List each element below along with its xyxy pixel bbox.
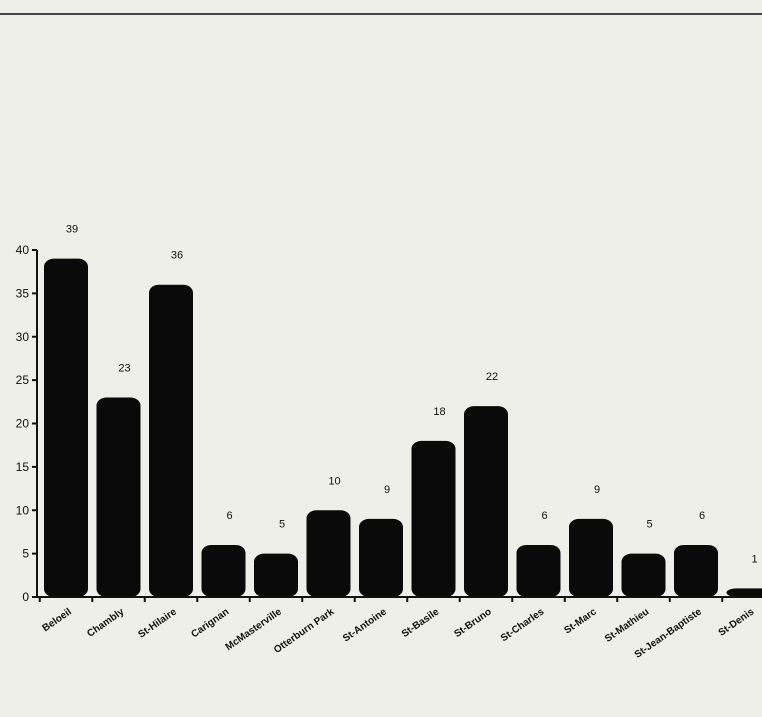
y-tick-label: 15	[16, 460, 30, 474]
data-label-beloeil: 39	[66, 224, 78, 236]
data-labels-layer: 39 23 36 6 5 10 9 18 22 6 9 5 6 1	[66, 224, 758, 566]
x-category-label: Carignan	[189, 606, 231, 640]
bar-st-bruno	[464, 406, 508, 597]
y-tick-label: 30	[16, 330, 30, 344]
data-label-st-charles: 6	[541, 510, 547, 522]
bar-st-denis	[726, 588, 762, 597]
bars-layer	[44, 258, 762, 597]
x-category-label: St-Basile	[400, 606, 442, 640]
bar-st-charles	[516, 544, 561, 597]
bar-carignan	[201, 544, 246, 597]
data-label-otterburn-park: 10	[328, 475, 340, 487]
data-label-st-marc: 9	[594, 484, 600, 496]
bar-st-hilaire	[149, 284, 193, 597]
x-category-label: St-Mathieu	[603, 606, 651, 644]
bar-st-marc	[569, 518, 613, 597]
data-label-st-antoine: 9	[384, 484, 390, 496]
bar-mcmasterville	[254, 553, 298, 597]
data-label-chambly: 23	[118, 362, 130, 374]
x-labels-layer: Beloeil Chambly St-Hilaire CarignanMcMaster…	[38, 597, 757, 661]
y-tick-label: 40	[16, 243, 30, 257]
x-category-label: Beloeil	[41, 606, 74, 634]
x-category-label: Chambly	[85, 606, 126, 639]
bar-st-basile	[411, 440, 456, 597]
y-tick-label: 0	[22, 590, 29, 604]
bar-st-jean-baptiste	[674, 544, 718, 597]
bar-otterburn-park	[306, 510, 351, 597]
y-tick-label: 10	[16, 503, 30, 517]
data-label-st-basile: 18	[433, 406, 445, 418]
bar-st-mathieu	[621, 553, 666, 597]
y-tick-label: 35	[16, 286, 30, 300]
data-label-st-mathieu: 5	[646, 519, 652, 531]
x-category-label: St-Charles	[499, 606, 547, 644]
data-label-st-hilaire: 36	[171, 250, 183, 262]
y-tick-label: 20	[16, 417, 30, 431]
x-category-label: St-Antoine	[341, 606, 389, 644]
x-category-label: St-Hilaire	[136, 606, 179, 640]
y-tick-label: 25	[16, 373, 30, 387]
y-ticks-layer: 0 5 10 15 20 25 30 35 40	[16, 243, 37, 604]
x-category-label: St-Bruno	[452, 606, 493, 640]
bar-chambly	[96, 397, 141, 597]
data-label-st-denis: 1	[751, 553, 757, 565]
bar-st-antoine	[359, 518, 403, 597]
x-category-label: St-Denis	[717, 606, 757, 639]
data-label-st-bruno: 22	[486, 371, 498, 383]
y-tick-label: 5	[22, 547, 29, 561]
data-label-mcmasterville: 5	[279, 519, 285, 531]
x-category-label: St-Marc	[562, 606, 599, 636]
data-label-st-jean-baptiste: 6	[699, 510, 705, 522]
bar-beloeil	[44, 258, 88, 597]
data-label-carignan: 6	[226, 510, 232, 522]
